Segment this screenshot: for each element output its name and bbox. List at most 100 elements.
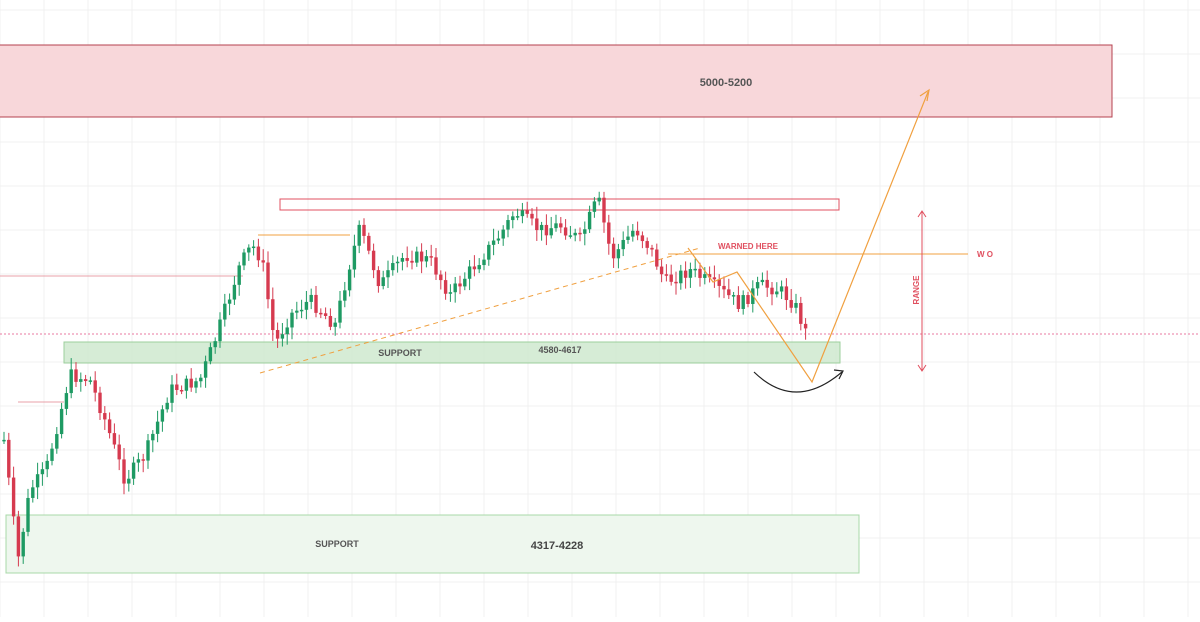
candle-up xyxy=(491,240,496,245)
projection-path xyxy=(687,91,929,384)
candle-down xyxy=(578,232,582,235)
candle-up xyxy=(165,402,169,410)
lower-support-label: SUPPORT xyxy=(315,539,359,549)
candle-up xyxy=(170,384,174,403)
candle-down xyxy=(83,379,88,382)
candle-up xyxy=(304,301,309,310)
candle-down xyxy=(746,295,750,304)
candle-down xyxy=(405,258,409,261)
candle-down xyxy=(98,392,102,414)
candle-down xyxy=(770,287,774,295)
candle-down xyxy=(803,323,808,329)
candle-down xyxy=(443,280,448,294)
candle-down xyxy=(727,289,731,296)
candle-up xyxy=(31,487,35,498)
candle-down xyxy=(659,266,664,275)
candle-down xyxy=(458,283,462,287)
candle-up xyxy=(213,341,217,348)
candle-up xyxy=(741,295,745,309)
candle-up xyxy=(621,239,625,250)
candle-down xyxy=(271,299,275,331)
candle-up xyxy=(208,347,213,362)
candle-up xyxy=(45,460,49,470)
candle-down xyxy=(175,384,179,390)
upper-support-label: SUPPORT xyxy=(378,348,422,358)
candle-up xyxy=(232,284,237,300)
candle-up xyxy=(381,277,385,287)
candle-down xyxy=(635,230,640,236)
candle-up xyxy=(463,278,467,287)
candle-up xyxy=(693,268,697,271)
candle-up xyxy=(568,235,573,237)
candle-down xyxy=(141,459,145,461)
candle-up xyxy=(280,334,285,339)
candle-up xyxy=(506,220,510,230)
candle-up xyxy=(194,381,198,388)
candle-up xyxy=(448,292,453,294)
candle-up xyxy=(679,270,683,284)
candle-up xyxy=(203,361,208,378)
candle-up xyxy=(554,223,558,229)
candle-down xyxy=(74,369,78,382)
candle-up xyxy=(40,469,45,475)
candle-up xyxy=(501,229,505,239)
candle-down xyxy=(319,312,323,315)
candle-down xyxy=(314,294,318,313)
candle-up xyxy=(218,319,222,342)
candle-down xyxy=(16,516,21,557)
candle-up xyxy=(59,408,64,435)
candle-up xyxy=(573,232,577,236)
candle-down xyxy=(674,281,678,284)
candle-down xyxy=(11,477,16,517)
resistance-zone xyxy=(0,44,1113,118)
upper-support-value: 4580-4617 xyxy=(538,345,581,355)
candle-down xyxy=(7,439,11,478)
candle-up xyxy=(453,283,457,293)
lower-support-zone xyxy=(5,514,860,574)
candle-down xyxy=(122,459,126,484)
wo-label: W O xyxy=(977,250,993,259)
candle-up xyxy=(160,409,165,422)
candle-up xyxy=(69,369,73,394)
candle-up xyxy=(146,440,150,461)
candle-down xyxy=(323,313,328,316)
candle-up xyxy=(79,379,83,382)
candle-down xyxy=(530,213,534,219)
candle-down xyxy=(717,279,721,286)
lower-support-value: 4317-4228 xyxy=(531,540,584,552)
candle-up xyxy=(295,310,299,313)
candle-up xyxy=(482,259,486,266)
candle-down xyxy=(429,256,433,258)
candle-up xyxy=(539,224,544,231)
candle-up xyxy=(88,380,93,382)
candle-down xyxy=(683,270,688,278)
candle-down xyxy=(362,224,366,236)
candle-up xyxy=(285,327,289,335)
candle-up xyxy=(357,224,361,246)
candle-up xyxy=(386,270,390,278)
candle-down xyxy=(669,274,673,282)
candle-up xyxy=(151,433,155,441)
candle-up xyxy=(290,312,294,328)
candle-down xyxy=(275,330,280,339)
candle-down xyxy=(650,247,654,250)
candle-down xyxy=(544,224,549,236)
candle-down xyxy=(419,251,424,262)
candle-down xyxy=(367,235,371,251)
candle-down xyxy=(563,227,568,236)
candle-up xyxy=(247,247,251,253)
bounce-arrowhead xyxy=(833,369,844,380)
candle-up xyxy=(395,261,400,264)
candle-down xyxy=(103,413,107,420)
candle-up xyxy=(338,300,342,323)
candle-down xyxy=(256,246,261,261)
candles xyxy=(2,191,808,567)
candle-up xyxy=(626,236,630,240)
candle-up xyxy=(227,299,232,304)
candle-up xyxy=(760,279,765,283)
candle-up xyxy=(467,266,472,279)
candle-down xyxy=(93,380,97,393)
candle-down xyxy=(698,268,702,278)
